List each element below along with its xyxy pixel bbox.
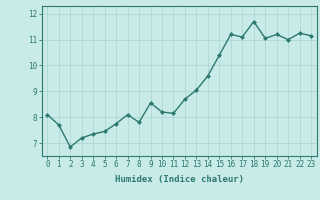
X-axis label: Humidex (Indice chaleur): Humidex (Indice chaleur): [115, 175, 244, 184]
